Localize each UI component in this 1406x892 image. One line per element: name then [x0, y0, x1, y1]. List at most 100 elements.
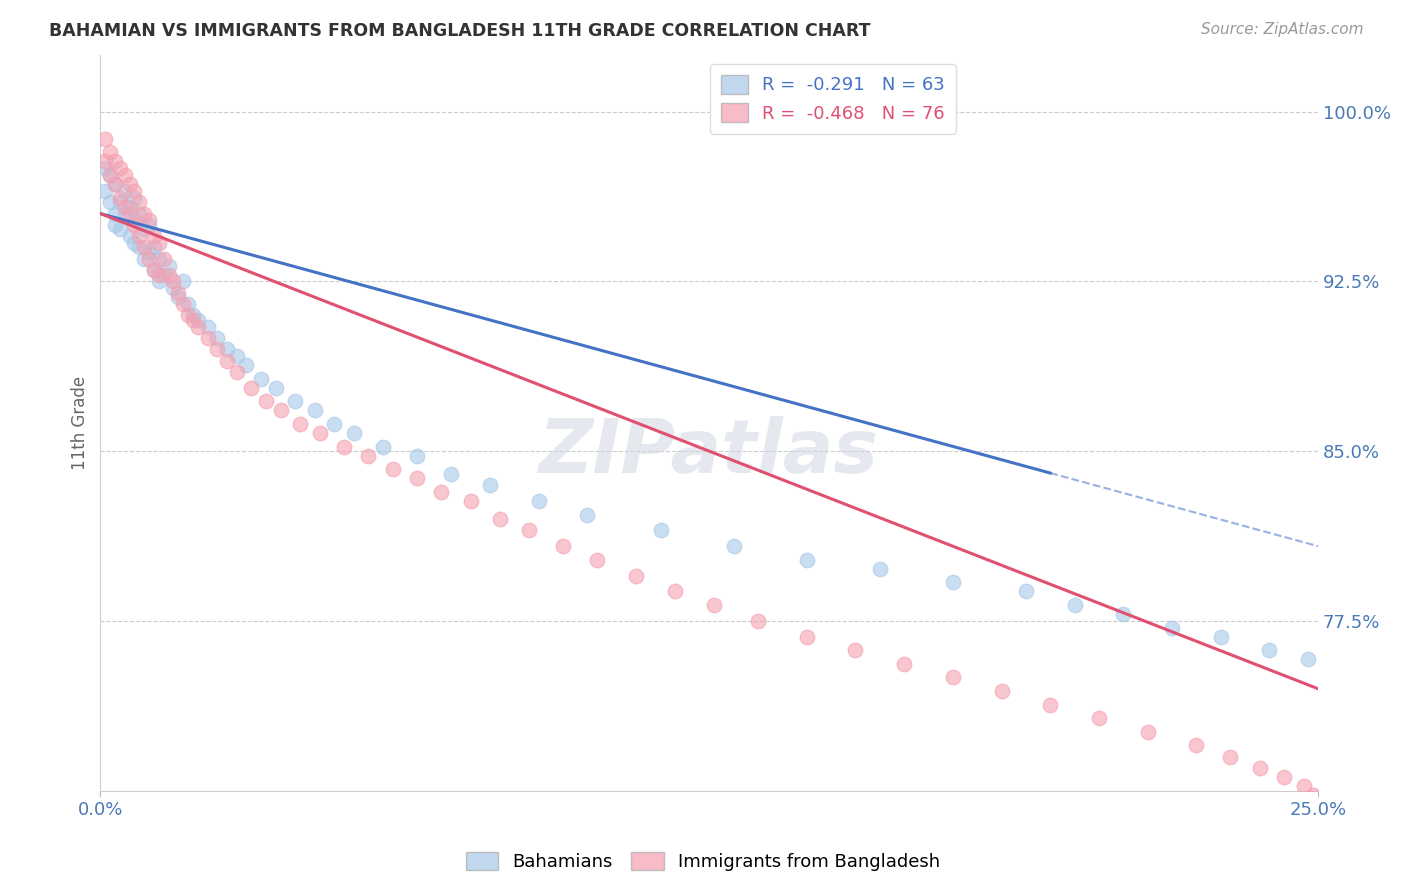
Point [343, 425, 366, 440]
Point [138, 213, 160, 227]
Point [624, 568, 647, 582]
Point [98, 168, 121, 182]
Point [187, 313, 209, 327]
Point [124, 184, 146, 198]
Point [703, 598, 725, 612]
Point [134, 252, 156, 266]
Point [197, 331, 219, 345]
Y-axis label: 11th Grade: 11th Grade [72, 376, 89, 470]
Point [942, 575, 965, 590]
Point [1039, 698, 1062, 712]
Point [650, 524, 672, 538]
Point [308, 425, 330, 440]
Point [1308, 833, 1330, 847]
Point [134, 206, 156, 220]
Point [167, 285, 190, 300]
Point [104, 177, 127, 191]
Point [118, 177, 141, 191]
Point [527, 494, 550, 508]
Point [381, 462, 404, 476]
Point [128, 229, 150, 244]
Point [215, 343, 238, 357]
Point [1292, 779, 1315, 793]
Point [371, 440, 394, 454]
Point [157, 268, 180, 282]
Point [430, 484, 453, 499]
Point [479, 478, 502, 492]
Legend: R =  -0.291   N = 63, R =  -0.468   N = 76: R = -0.291 N = 63, R = -0.468 N = 76 [710, 64, 956, 134]
Point [1249, 761, 1271, 775]
Point [148, 252, 170, 266]
Point [181, 313, 204, 327]
Point [172, 297, 194, 311]
Text: BAHAMIAN VS IMMIGRANTS FROM BANGLADESH 11TH GRADE CORRELATION CHART: BAHAMIAN VS IMMIGRANTS FROM BANGLADESH 1… [49, 22, 870, 40]
Point [240, 381, 263, 395]
Point [118, 229, 141, 244]
Point [1136, 724, 1159, 739]
Point [98, 195, 121, 210]
Point [333, 440, 356, 454]
Point [104, 206, 127, 220]
Point [440, 467, 463, 481]
Point [207, 343, 229, 357]
Point [94, 161, 117, 176]
Point [94, 184, 117, 198]
Point [118, 200, 141, 214]
Point [1185, 739, 1208, 753]
Point [576, 508, 599, 522]
Point [1088, 711, 1111, 725]
Point [723, 539, 745, 553]
Point [796, 630, 818, 644]
Point [796, 553, 818, 567]
Text: Source: ZipAtlas.com: Source: ZipAtlas.com [1201, 22, 1364, 37]
Point [104, 177, 127, 191]
Point [148, 275, 170, 289]
Point [460, 494, 482, 508]
Point [1015, 584, 1038, 599]
Point [177, 297, 200, 311]
Point [124, 218, 146, 232]
Point [142, 263, 165, 277]
Point [1308, 808, 1330, 822]
Point [1302, 788, 1324, 802]
Text: ZIPatlas: ZIPatlas [540, 416, 879, 489]
Point [1308, 802, 1330, 816]
Point [1272, 770, 1295, 784]
Point [108, 191, 131, 205]
Point [264, 381, 287, 395]
Point [893, 657, 915, 671]
Point [284, 394, 307, 409]
Point [288, 417, 311, 431]
Point [357, 449, 380, 463]
Point [124, 191, 146, 205]
Point [162, 281, 184, 295]
Point [157, 259, 180, 273]
Point [869, 562, 891, 576]
Point [172, 275, 194, 289]
Point [406, 471, 429, 485]
Point [152, 252, 174, 266]
Point [1298, 652, 1320, 666]
Point [942, 670, 965, 684]
Point [323, 417, 346, 431]
Point [1258, 643, 1281, 657]
Point [1308, 829, 1330, 843]
Point [1219, 749, 1241, 764]
Point [254, 394, 277, 409]
Point [114, 184, 136, 198]
Point [844, 643, 866, 657]
Point [187, 319, 209, 334]
Point [207, 331, 229, 345]
Point [1308, 822, 1330, 836]
Point [1063, 598, 1085, 612]
Point [235, 358, 257, 372]
Legend: Bahamians, Immigrants from Bangladesh: Bahamians, Immigrants from Bangladesh [458, 845, 948, 879]
Point [664, 584, 686, 599]
Point [304, 403, 326, 417]
Point [98, 168, 121, 182]
Point [142, 240, 165, 254]
Point [128, 206, 150, 220]
Point [128, 240, 150, 254]
Point [152, 268, 174, 282]
Point [142, 263, 165, 277]
